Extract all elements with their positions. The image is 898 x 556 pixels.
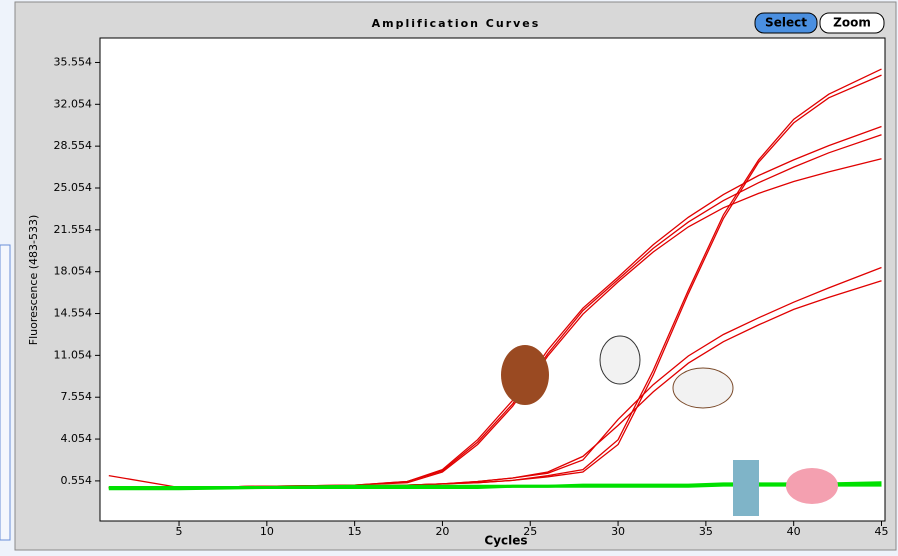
- y-tick-label: 21.554: [54, 223, 93, 236]
- y-tick-label: 7.554: [61, 390, 93, 403]
- y-tick-label: 32.054: [54, 97, 93, 110]
- x-axis-label: Cycles: [484, 534, 527, 548]
- x-tick-label: 5: [176, 525, 183, 538]
- zoom-button[interactable]: Zoom: [820, 13, 884, 33]
- y-tick-label: 11.054: [54, 348, 93, 361]
- y-tick-label: 14.554: [54, 307, 93, 320]
- x-tick-label: 25: [523, 525, 537, 538]
- y-tick-label: 25.054: [54, 181, 93, 194]
- y-tick-label: 35.554: [54, 55, 93, 68]
- y-axis-label: Fluorescence (483-533): [27, 215, 40, 346]
- y-tick-label: 18.054: [54, 265, 93, 278]
- goat-figure: [501, 345, 549, 405]
- plot-area: [100, 38, 885, 521]
- x-tick-label: 40: [787, 525, 801, 538]
- x-tick-label: 15: [348, 525, 362, 538]
- screen: Amplification Curves Cycles Fluorescence…: [0, 0, 898, 552]
- chart-title: Amplification Curves: [372, 17, 541, 30]
- x-tick-label: 10: [260, 525, 274, 538]
- x-tick-label: 20: [435, 525, 449, 538]
- x-tick-label: 30: [611, 525, 625, 538]
- select-button[interactable]: Select: [755, 13, 817, 33]
- y-tick-label: 4.054: [61, 432, 93, 445]
- x-tick-label: 35: [699, 525, 713, 538]
- side-panel: [0, 245, 10, 540]
- pig-figure: [786, 468, 838, 504]
- x-tick-label: 45: [874, 525, 888, 538]
- y-tick-label: 0.554: [61, 474, 93, 487]
- y-tick-label: 28.554: [54, 139, 93, 152]
- button-label[interactable]: Select: [765, 16, 807, 30]
- person-figure: [733, 460, 759, 516]
- cow-figure: [600, 336, 640, 384]
- button-label[interactable]: Zoom: [833, 16, 871, 30]
- cow-figure: [673, 368, 733, 408]
